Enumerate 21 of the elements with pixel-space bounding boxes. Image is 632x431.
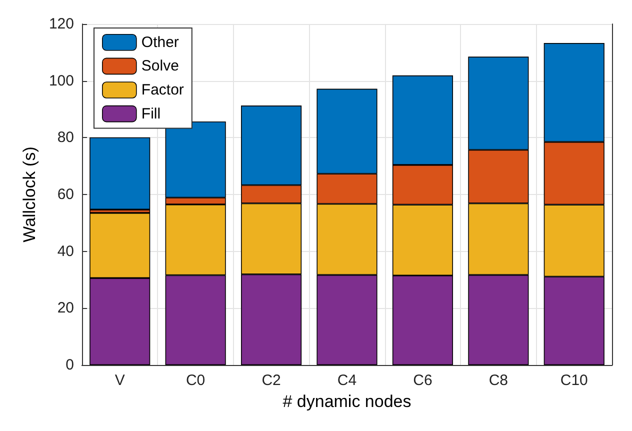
legend-label: Solve bbox=[141, 58, 179, 75]
x-tick-label: C0 bbox=[186, 372, 206, 389]
legend-label: Factor bbox=[141, 82, 184, 98]
y-tick-label: 40 bbox=[57, 242, 74, 260]
x-tick-label: C8 bbox=[488, 372, 508, 389]
bar bbox=[90, 137, 150, 210]
legend-label: Other bbox=[141, 34, 179, 51]
x-tick-label: V bbox=[114, 372, 125, 389]
y-tick-label: 80 bbox=[57, 129, 74, 146]
y-tick-label: 60 bbox=[57, 186, 74, 203]
legend-label: Fill bbox=[141, 105, 161, 122]
y-tick-label: 0 bbox=[66, 356, 74, 374]
y-tick-label: 120 bbox=[48, 16, 74, 32]
y-axis-title: Wallclock (s) bbox=[20, 146, 40, 242]
x-tick-label: C4 bbox=[337, 372, 357, 389]
y-tick-label: 100 bbox=[48, 72, 74, 90]
x-tick-label: C10 bbox=[560, 372, 588, 389]
x-axis-title: # dynamic nodes bbox=[282, 392, 412, 411]
y-tick-label: 20 bbox=[57, 300, 74, 317]
x-tick-label: C6 bbox=[413, 372, 432, 389]
x-tick-label: C2 bbox=[262, 372, 281, 389]
